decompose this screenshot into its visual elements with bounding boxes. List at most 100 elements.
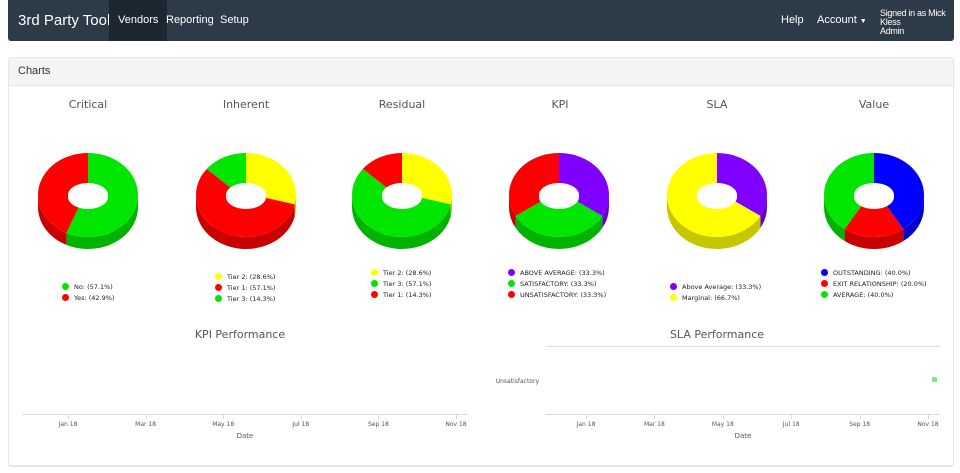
kpi-tick-mark (456, 414, 457, 419)
brand-logo[interactable]: 3rd Party Toolbox (18, 12, 135, 29)
legend-label: UNSATISFACTORY: (33.3%) (520, 290, 607, 299)
legend-dot (371, 280, 378, 287)
kpi-tick-label: Mar 18 (135, 421, 157, 428)
panel-bottom-border (8, 465, 954, 466)
signed-in-role: Admin (880, 26, 905, 36)
nav-reporting[interactable]: Reporting (166, 14, 214, 26)
legend-item: Tier 3: (57.1%) (371, 278, 431, 289)
sla-x-axis-title: Date (734, 432, 752, 440)
nav-account[interactable]: Account ▼ (817, 0, 867, 41)
sla-tick-mark (791, 414, 793, 419)
legend-label: Tier 2: (28.6%) (383, 268, 432, 277)
kpi-tick-label: Jul 18 (292, 421, 310, 428)
sla-tick-mark (928, 414, 929, 419)
nav-help[interactable]: Help (781, 14, 804, 26)
legend-dot (62, 283, 69, 290)
legend-inherent: Tier 2: (28.6%) Tier 1: (57.1%) Tier 3: … (215, 271, 275, 304)
chart-title-kpi: KPI (551, 98, 569, 111)
legend-label: Above Average: (33.3%) (682, 282, 762, 291)
legend-dot (62, 294, 69, 301)
kpi-x-axis-title: Date (236, 432, 254, 440)
legend-dot (508, 269, 515, 276)
legend-item: Tier 1: (57.1%) (215, 282, 275, 293)
legend-item: SATISFACTORY: (33.3%) (508, 278, 606, 289)
legend-label: ABOVE AVERAGE: (33.3%) (520, 268, 605, 277)
legend-label: Tier 1: (57.1%) (227, 283, 276, 292)
legend-item: Tier 1: (14.3%) (371, 289, 431, 300)
chart-title-critical: Critical (68, 98, 108, 111)
legend-dot (821, 280, 828, 287)
legend-label: No: (57.1%) (74, 282, 113, 291)
kpi-performance-title: KPI Performance (194, 328, 286, 341)
legend-label: Yes: (42.9%) (74, 293, 115, 302)
legend-item: EXIT RELATIONSHIP: (20.0%) (821, 278, 927, 289)
nav-vendors[interactable]: Vendors (109, 0, 168, 41)
legend-dot (508, 291, 515, 298)
sla-data-point (932, 377, 937, 382)
legend-item: Marginal: (66.7%) (670, 292, 761, 303)
kpi-tick-mark (68, 414, 69, 419)
sla-tick-mark (859, 414, 861, 419)
sla-tick-label: Jan 18 (576, 421, 596, 428)
chart-title-inherent: Inherent (222, 98, 270, 111)
legend-dot (508, 280, 515, 287)
legend-label: Tier 3: (14.3%) (227, 294, 276, 303)
legend-item: No: (57.1%) (62, 281, 114, 292)
legend-dot (371, 291, 378, 298)
legend-item: Yes: (42.9%) (62, 292, 114, 303)
chart-title-value: Value (858, 98, 890, 111)
kpi-tick-label: Nov 18 (445, 421, 467, 428)
sla-performance-title: SLA Performance (669, 328, 765, 341)
legend-item: AVERAGE: (40.0%) (821, 289, 927, 300)
panel-heading: Charts (9, 58, 953, 86)
sla-tick-label: Mar 18 (643, 421, 665, 428)
kpi-tick-mark (223, 414, 225, 419)
kpi-tick-label: Sep 18 (367, 421, 389, 428)
kpi-tick-mark (300, 414, 302, 419)
legend-item: UNSATISFACTORY: (33.3%) (508, 289, 606, 300)
legend-label: Tier 3: (57.1%) (383, 279, 432, 288)
sla-tick-label: Nov 18 (917, 421, 939, 428)
signed-in-info: Signed in as Mick Kless Admin (880, 9, 954, 36)
legend-item: Tier 2: (28.6%) (215, 271, 275, 282)
legend-sla: Above Average: (33.3%) Marginal: (66.7%) (670, 281, 761, 303)
sla-x-axis (546, 414, 940, 415)
sla-y-label: Unsatisfactory (495, 378, 539, 385)
legend-residual: Tier 2: (28.6%) Tier 3: (57.1%) Tier 1: … (371, 267, 431, 300)
legend-item: Tier 3: (14.3%) (215, 293, 275, 304)
legend-dot (371, 269, 378, 276)
chart-title-sla: SLA (706, 98, 728, 111)
sla-tick-label: May 18 (711, 421, 734, 428)
kpi-tick-label: May 18 (212, 421, 235, 428)
sla-tick-mark (586, 414, 587, 419)
legend-item: Above Average: (33.3%) (670, 281, 761, 292)
legend-dot (215, 284, 222, 291)
legend-label: SATISFACTORY: (33.3%) (520, 279, 597, 288)
sla-tick-label: Jul 18 (782, 421, 800, 428)
sla-tick-mark (654, 414, 656, 419)
legend-label: Tier 2: (28.6%) (227, 272, 276, 281)
sla-tick-label: Sep 18 (849, 421, 871, 428)
legend-critical: No: (57.1%) Yes: (42.9%) (62, 281, 114, 303)
chart-title-residual: Residual (378, 98, 426, 111)
top-navbar: 3rd Party Toolbox Vendors Reporting Setu… (8, 0, 954, 41)
legend-label: AVERAGE: (40.0%) (833, 290, 894, 299)
legend-value: OUTSTANDING: (40.0%) EXIT RELATIONSHIP: … (821, 267, 927, 300)
legend-dot (670, 283, 677, 290)
kpi-tick-mark (145, 414, 147, 419)
legend-dot (821, 269, 828, 276)
sla-title-rule (546, 346, 940, 347)
caret-down-icon: ▼ (859, 18, 867, 25)
kpi-tick-mark (378, 414, 380, 419)
account-label: Account (817, 14, 857, 26)
kpi-tick-label: Jan 18 (58, 421, 78, 428)
legend-item: OUTSTANDING: (40.0%) (821, 267, 927, 278)
sla-tick-mark (722, 414, 724, 419)
nav-setup[interactable]: Setup (220, 14, 249, 26)
legend-label: OUTSTANDING: (40.0%) (833, 268, 911, 277)
legend-dot (215, 273, 222, 280)
signed-in-user: Signed in as Mick Kless (880, 8, 946, 27)
charts-panel: Charts (8, 57, 954, 467)
kpi-x-axis (22, 414, 468, 415)
legend-dot (670, 294, 677, 301)
